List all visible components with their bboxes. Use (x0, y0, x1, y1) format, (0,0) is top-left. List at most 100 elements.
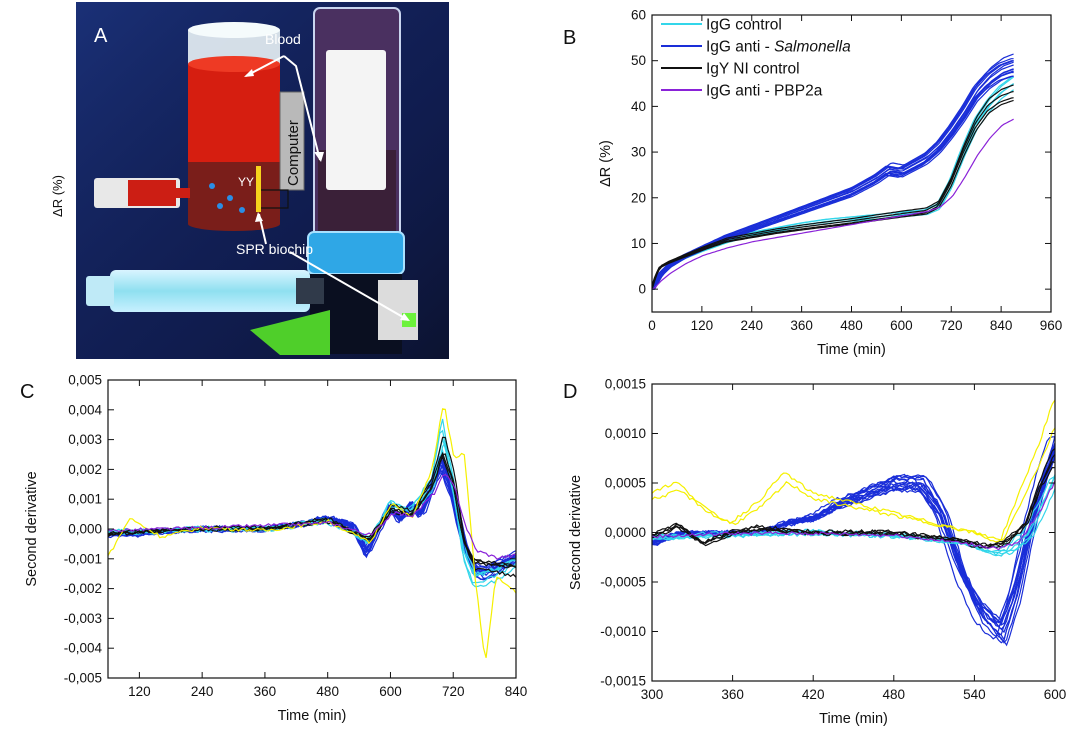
series-line-1a2ed8 (652, 60, 1014, 286)
bacteria-icon (209, 183, 215, 189)
series-line-1a2ed8 (652, 75, 1014, 290)
series-line-111111 (652, 461, 1055, 547)
y-tick-label: 0 (638, 282, 646, 297)
y-tick-label: -0,004 (64, 641, 103, 656)
series-line-111111 (108, 451, 516, 568)
chip-mount (378, 280, 418, 340)
series-line-111111 (652, 90, 1014, 288)
panel-label-d: D (563, 381, 577, 403)
series-line-1a2ed8 (652, 71, 1014, 286)
computer-box (279, 91, 305, 191)
photo-panel-a: YY Computer A Blood SPR biochip ΔR (%) (50, 2, 449, 359)
x-tick-label: 540 (963, 687, 986, 702)
chip-arrow-2 (289, 251, 409, 321)
y-tick-label: 0,0010 (605, 426, 646, 441)
y-tick-label: 0,0000 (605, 525, 646, 540)
series-line-1a2ed8 (652, 68, 1014, 290)
series-line-f5f000 (652, 399, 1055, 543)
y-tick-label: 20 (631, 190, 646, 205)
y-tick-label: 40 (631, 99, 646, 114)
x-tick-label: 0 (648, 318, 656, 333)
computer-wire (261, 189, 289, 209)
x-tick-label: 600 (1044, 687, 1067, 702)
series-line-1a2ed8 (652, 60, 1014, 290)
series-line-1a2ed8 (652, 68, 1014, 290)
schematic-chamber (188, 162, 280, 224)
green-tube (250, 310, 330, 355)
y-tick-label: 30 (631, 145, 646, 160)
series-line-1a2ed8 (652, 447, 1055, 631)
y-tick-label: -0,001 (64, 551, 102, 566)
y-tick-label: 50 (631, 53, 646, 68)
panel-label-a: A (94, 25, 108, 47)
series-line-1a2ed8 (652, 70, 1014, 290)
series-line-8a22d8 (652, 118, 1014, 290)
legend-entry: IgY NI control (706, 61, 800, 78)
x-tick-label: 840 (990, 318, 1013, 333)
x-tick-label: 120 (128, 684, 151, 699)
schematic-chip (256, 166, 261, 212)
x-tick-label: 300 (641, 687, 664, 702)
photo-ylabel: ΔR (%) (50, 175, 65, 217)
chart-d: 300 360 420 480 540 600 0,0015 0,0010 0,0005 0,00… (568, 377, 1066, 728)
antibody-label: YY (238, 175, 254, 189)
syringe-tip (296, 278, 324, 304)
series-line-8a22d8 (108, 473, 516, 560)
x-tick-label: 480 (883, 687, 906, 702)
chart-c: 120 240 360 480 600 720 840 0,005 0,004 0,003 0,00… (24, 373, 527, 725)
series-line-1a2ed8 (652, 75, 1014, 286)
series-line-f5f000 (652, 427, 1055, 541)
y-tick-label: 0,0015 (605, 377, 646, 392)
bacteria-icon (239, 207, 245, 213)
legend-entry: IgG control (706, 17, 782, 34)
schematic-blood (188, 64, 280, 162)
y-axis-label: Second derivative (568, 475, 584, 590)
y-tick-label: 0,002 (68, 462, 102, 477)
y-tick-label: 0,004 (68, 402, 102, 417)
panel-label-c: C (20, 381, 34, 403)
y-tick-label: 10 (631, 236, 646, 251)
x-tick-label: 120 (691, 318, 714, 333)
x-tick-label: 720 (442, 684, 465, 699)
x-tick-label: 960 (1040, 318, 1063, 333)
x-tick-label: 840 (505, 684, 528, 699)
syringe-body (110, 270, 310, 312)
schematic-syringe-blood (128, 180, 176, 206)
series-group (108, 408, 516, 658)
legend-entry: IgG anti - PBP2a (706, 83, 823, 100)
x-tick-label: 480 (840, 318, 863, 333)
schematic-blood-surface (188, 56, 280, 72)
x-axis-label: Time (min) (817, 342, 886, 358)
y-tick-label: -0,0010 (600, 624, 646, 639)
y-tick-label: -0,005 (64, 671, 102, 686)
y-tick-label: 0,000 (68, 522, 102, 537)
y-tick-label: -0,002 (64, 581, 102, 596)
y-tick-label: -0,0005 (600, 575, 646, 590)
series-group (652, 399, 1055, 647)
y-tick-label: 60 (631, 8, 646, 23)
y-axis-label: Second derivative (24, 471, 40, 586)
x-tick-label: 360 (254, 684, 277, 699)
series-line-33d6ea (652, 76, 1014, 290)
panel-label-b: B (563, 27, 576, 49)
x-tick-label: 600 (890, 318, 913, 333)
y-tick-label: -0,0015 (600, 674, 646, 689)
y-tick-label: 0,003 (68, 432, 102, 447)
y-tick-label: -0,003 (64, 611, 102, 626)
x-tick-label: 420 (802, 687, 825, 702)
series-line-111111 (652, 97, 1014, 286)
blood-arrow-2 (283, 55, 321, 161)
series-line-1a2ed8 (652, 71, 1014, 288)
y-tick-label: 0,005 (68, 373, 102, 388)
legend-entry-italic: Salmonella (774, 39, 851, 56)
chip-arrowhead-1 (255, 212, 263, 222)
x-axis-label: Time (min) (278, 708, 347, 724)
bacteria-icon (227, 195, 233, 201)
y-tick-label: 0,0005 (605, 476, 646, 491)
x-tick-label: 600 (379, 684, 402, 699)
sensor-insert (326, 50, 386, 190)
x-tick-label: 360 (790, 318, 813, 333)
schematic-bottom (188, 217, 280, 231)
chip-arrowhead-2 (400, 313, 410, 321)
